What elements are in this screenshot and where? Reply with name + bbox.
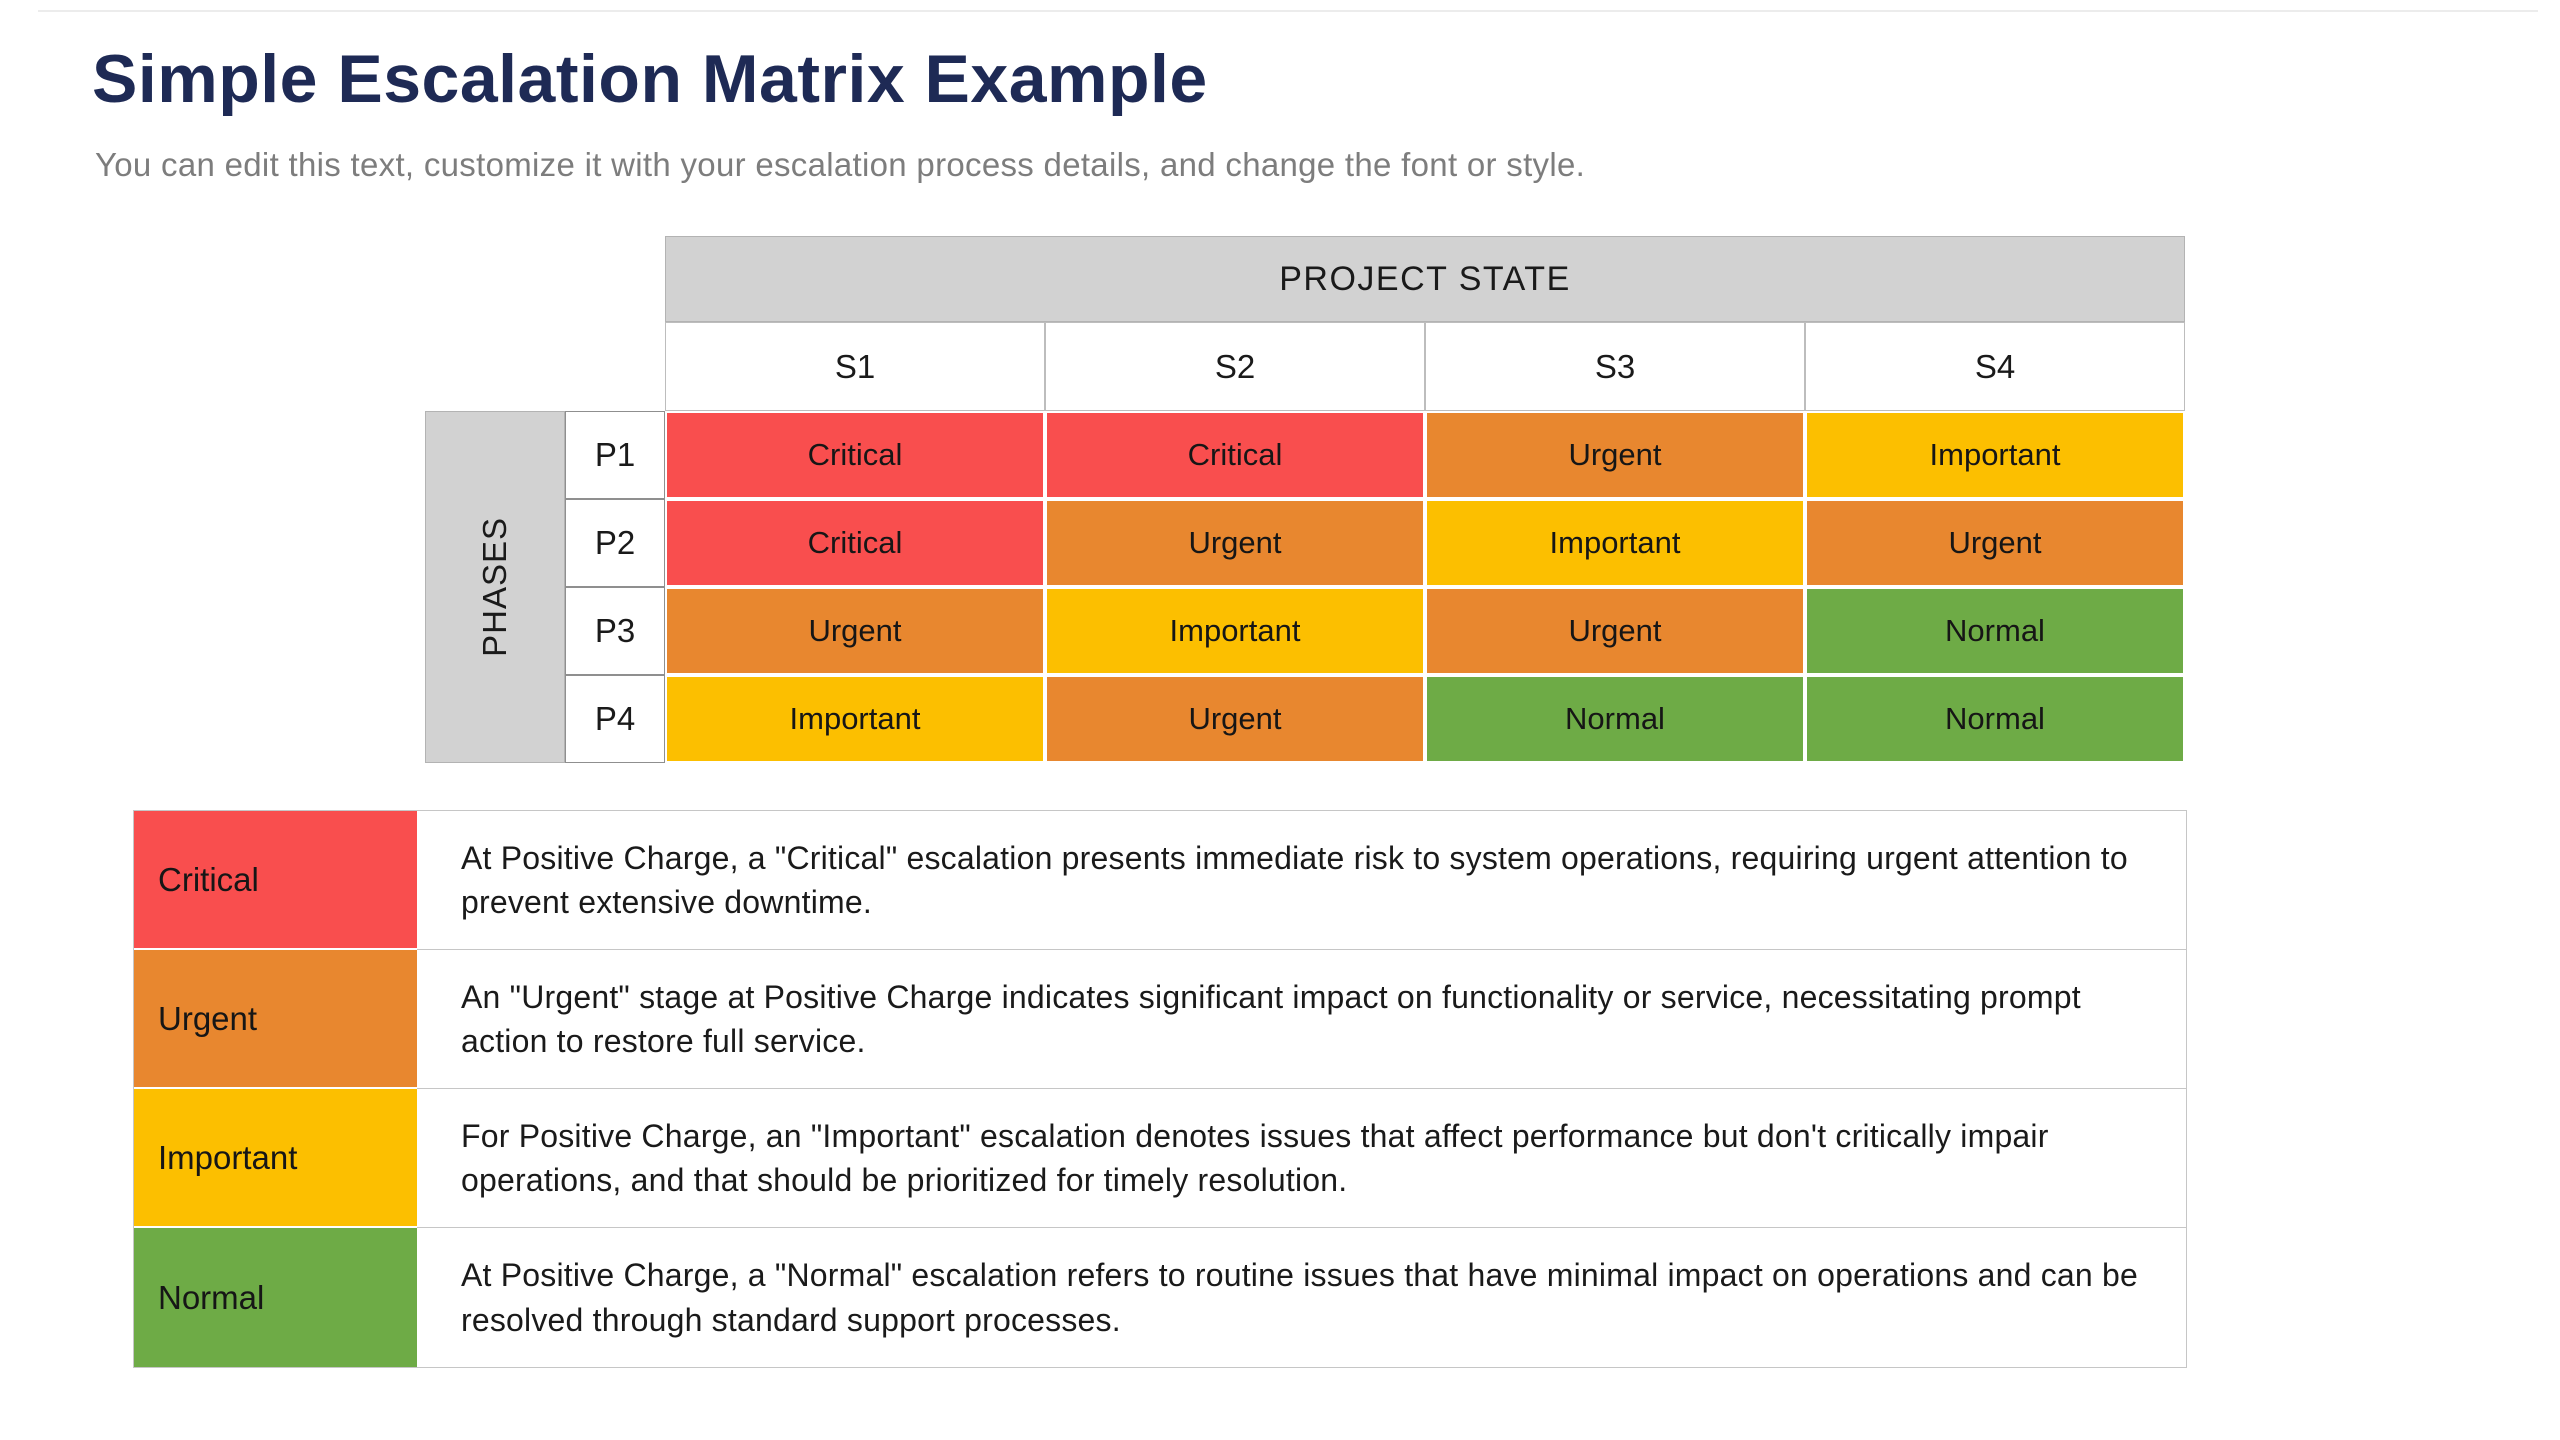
matrix-cell-p1-s4: Important [1805, 411, 2185, 499]
legend-label-urgent: Urgent [134, 950, 417, 1089]
matrix-cell-p2-s1: Critical [665, 499, 1045, 587]
escalation-matrix: PROJECT STATE S1 S2 S3 S4 PHASES P1 Crit… [425, 236, 2185, 763]
page-subtitle: You can edit this text, customize it wit… [95, 146, 1586, 183]
matrix-cell-p1-s1: Critical [665, 411, 1045, 499]
project-state-header: PROJECT STATE [665, 236, 2185, 322]
column-header-s3: S3 [1425, 322, 1805, 411]
matrix-cell-p3-s1: Urgent [665, 587, 1045, 675]
matrix-cell-p4-s1: Important [665, 675, 1045, 763]
page-title: Simple Escalation Matrix Example [92, 41, 1208, 117]
column-header-s4: S4 [1805, 322, 2185, 411]
page-top-divider [38, 10, 2538, 12]
row-header-p3: P3 [565, 587, 665, 675]
matrix-cell-p2-s3: Important [1425, 499, 1805, 587]
matrix-cell-p4-s3: Normal [1425, 675, 1805, 763]
matrix-cell-p2-s2: Urgent [1045, 499, 1425, 587]
legend-table: Critical At Positive Charge, a "Critical… [133, 810, 2187, 1368]
matrix-cell-p4-s4: Normal [1805, 675, 2185, 763]
row-header-p2: P2 [565, 499, 665, 587]
row-header-p1: P1 [565, 411, 665, 499]
matrix-cell-p3-s2: Important [1045, 587, 1425, 675]
column-header-s1: S1 [665, 322, 1045, 411]
matrix-cell-p1-s3: Urgent [1425, 411, 1805, 499]
legend-label-important: Important [134, 1089, 417, 1228]
legend-description-urgent: An "Urgent" stage at Positive Charge ind… [417, 950, 2186, 1089]
matrix-cell-p1-s2: Critical [1045, 411, 1425, 499]
row-header-p4: P4 [565, 675, 665, 763]
phases-header-label: PHASES [476, 517, 513, 657]
matrix-cell-p3-s4: Normal [1805, 587, 2185, 675]
legend-description-important: For Positive Charge, an "Important" esca… [417, 1089, 2186, 1228]
legend-description-normal: At Positive Charge, a "Normal" escalatio… [417, 1228, 2186, 1367]
phases-header: PHASES [425, 411, 565, 763]
legend-label-critical: Critical [134, 811, 417, 950]
column-header-s2: S2 [1045, 322, 1425, 411]
matrix-cell-p2-s4: Urgent [1805, 499, 2185, 587]
matrix-cell-p4-s2: Urgent [1045, 675, 1425, 763]
legend-label-normal: Normal [134, 1228, 417, 1367]
legend-description-critical: At Positive Charge, a "Critical" escalat… [417, 811, 2186, 950]
matrix-cell-p3-s3: Urgent [1425, 587, 1805, 675]
